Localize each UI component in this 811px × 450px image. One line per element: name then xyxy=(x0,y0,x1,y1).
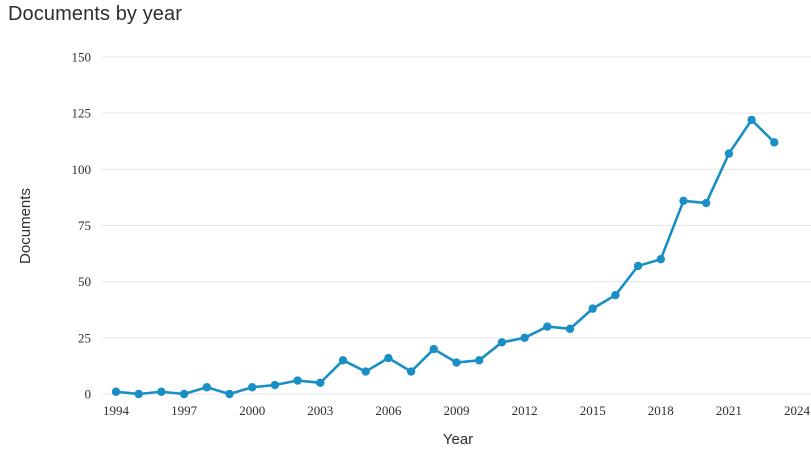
x-tick-label: 2015 xyxy=(580,403,606,418)
data-point[interactable] xyxy=(770,138,779,147)
data-point[interactable] xyxy=(452,358,461,367)
data-point[interactable] xyxy=(633,261,643,271)
x-axis-ticks: 1994 1997 2000 2003 2006 2009 2012 2015 2018 2021… xyxy=(103,403,811,418)
data-point[interactable] xyxy=(225,389,234,399)
data-point[interactable] xyxy=(338,356,348,365)
series-documents xyxy=(111,115,779,399)
x-tick-label: 2009 xyxy=(444,403,470,418)
y-tick-label: 25 xyxy=(78,330,91,345)
y-tick-label: 50 xyxy=(78,274,91,289)
data-point[interactable] xyxy=(497,338,507,347)
data-point[interactable] xyxy=(248,383,257,392)
x-tick-label: 2024 xyxy=(784,403,811,418)
y-tick-label: 0 xyxy=(85,387,92,402)
data-point[interactable] xyxy=(475,356,484,365)
y-tick-label: 150 xyxy=(72,50,92,65)
x-axis-title: Year xyxy=(443,431,473,448)
data-point[interactable] xyxy=(429,344,438,354)
chart-title: Documents by year xyxy=(8,3,182,25)
data-point[interactable] xyxy=(179,389,189,399)
data-point[interactable] xyxy=(316,378,325,387)
data-point[interactable] xyxy=(565,324,575,334)
data-point[interactable] xyxy=(293,376,302,385)
data-point[interactable] xyxy=(543,322,552,331)
data-point[interactable] xyxy=(157,387,166,396)
y-tick-label: 125 xyxy=(72,106,92,121)
x-tick-label: 2012 xyxy=(512,403,538,418)
data-point[interactable] xyxy=(588,304,597,313)
data-point[interactable] xyxy=(361,367,370,376)
data-point[interactable] xyxy=(270,380,280,390)
x-tick-label: 2006 xyxy=(375,403,402,418)
y-tick-label: 75 xyxy=(78,218,91,233)
grid-lines xyxy=(102,56,811,395)
series-line xyxy=(114,118,776,396)
y-axis-ticks: 0 25 50 75 100 125 150 xyxy=(72,50,92,402)
data-point[interactable] xyxy=(702,198,711,208)
data-point[interactable] xyxy=(520,333,529,343)
data-point[interactable] xyxy=(747,115,756,125)
x-tick-label: 2021 xyxy=(716,403,742,418)
data-point[interactable] xyxy=(406,367,416,376)
x-tick-label: 2000 xyxy=(239,403,265,418)
data-point[interactable] xyxy=(202,383,211,392)
data-point[interactable] xyxy=(679,196,688,205)
x-tick-label: 1997 xyxy=(171,403,198,418)
data-point[interactable] xyxy=(724,149,734,158)
y-axis-title: Documents xyxy=(17,188,34,264)
x-tick-label: 1994 xyxy=(103,403,130,418)
data-point[interactable] xyxy=(111,387,121,396)
data-point[interactable] xyxy=(656,255,665,264)
y-tick-label: 100 xyxy=(72,162,92,177)
data-point[interactable] xyxy=(611,290,620,300)
x-tick-label: 2018 xyxy=(648,403,674,418)
data-point[interactable] xyxy=(384,353,393,363)
x-tick-label: 2003 xyxy=(307,403,333,418)
data-point[interactable] xyxy=(134,389,143,399)
